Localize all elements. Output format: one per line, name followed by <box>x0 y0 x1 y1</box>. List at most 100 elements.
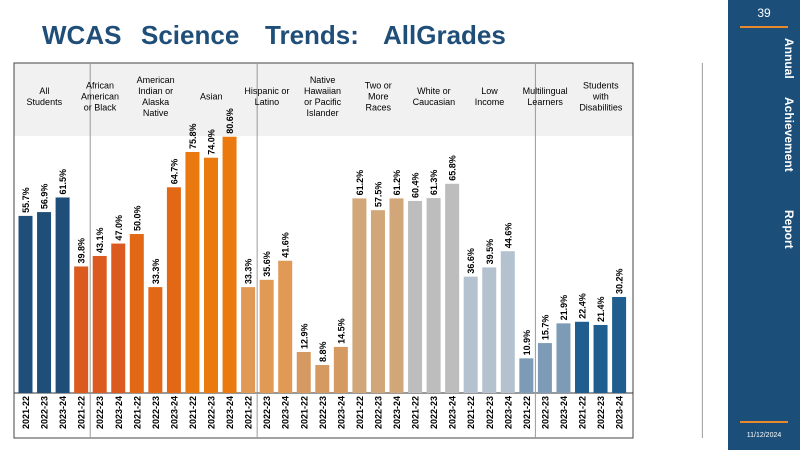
value-label-g8-s1-2022-23: 61.3% <box>429 170 439 196</box>
value-label-g11-s1-2021-22: 22.4% <box>578 293 588 319</box>
bar-g7-s1-2022-23 <box>370 210 385 393</box>
slide-title: WCAS Science Trends: AllGrades <box>0 0 720 60</box>
year-label-g9-s1-2022-23: 2022-23 <box>485 396 495 429</box>
year-label-g5-s1-2023-24: 2023-24 <box>281 396 291 429</box>
value-label-g1-s1-2021-22: 55.7% <box>21 187 31 213</box>
chart-frame <box>13 62 634 439</box>
year-label-g9-s1-2023-24: 2023-24 <box>503 396 513 429</box>
year-label-g9-s1-2021-22: 2021-22 <box>466 396 476 429</box>
year-label-g7-s1-2022-23: 2022-23 <box>373 396 383 429</box>
value-label-g7-s1-2021-22: 61.2% <box>355 170 365 196</box>
group-label-2-line-3: or Black <box>84 103 117 113</box>
bar-g11-s1-2023-24 <box>612 296 627 393</box>
group-label-3-line-4: Native <box>143 108 169 118</box>
group-label-2-line-1: African <box>86 81 114 91</box>
value-label-g7-s1-2022-23: 57.5% <box>373 182 383 208</box>
bar-g8-s1-2023-24 <box>445 183 460 393</box>
bar-g10-s1-2021-22 <box>519 358 534 393</box>
bar-g7-s1-2021-22 <box>352 198 367 393</box>
group-label-10-line-1: Multilingual <box>523 86 568 96</box>
value-label-g9-s1-2023-24: 44.6% <box>503 223 513 249</box>
title-word-wcas: WCAS <box>42 20 122 50</box>
bar-g1-s1-2022-23 <box>37 212 52 393</box>
value-label-g10-s1-2023-24: 21.9% <box>559 295 569 321</box>
value-label-g4-s1-2023-24: 80.6% <box>225 108 235 134</box>
bar-g5-s1-2023-24 <box>278 260 293 393</box>
bar-g10-s1-2022-23 <box>537 343 552 393</box>
bar-g4-s1-2022-23 <box>204 157 218 393</box>
value-label-g2-s1-2023-24: 47.0% <box>114 215 124 241</box>
value-label-g6-s1-2023-24: 14.5% <box>336 318 346 344</box>
year-label-g1-s1-2023-24: 2023-24 <box>58 396 68 429</box>
bar-g2-s1-2023-24 <box>111 243 126 393</box>
top-accent-rule <box>740 26 788 28</box>
year-label-g1-s1-2021-22: 2021-22 <box>21 396 31 429</box>
group-label-9-line-1: Low <box>481 86 498 96</box>
value-label-g2-s1-2021-22: 39.8% <box>77 238 87 264</box>
year-label-g3-s1-2022-23: 2022-23 <box>151 396 161 429</box>
value-label-g10-s1-2022-23: 15.7% <box>540 315 550 341</box>
year-label-g7-s1-2023-24: 2023-24 <box>392 396 402 429</box>
side-word-achievement: Achievement <box>782 97 796 172</box>
year-label-g10-s1-2021-22: 2021-22 <box>522 396 532 429</box>
year-label-g5-s1-2021-22: 2021-22 <box>244 396 254 429</box>
year-label-g6-s1-2023-24: 2023-24 <box>336 396 346 429</box>
side-word-report: Report <box>782 210 796 249</box>
year-label-g11-s1-2022-23: 2022-23 <box>596 396 606 429</box>
year-label-g8-s1-2023-24: 2023-24 <box>448 396 458 429</box>
value-label-g11-s1-2022-23: 21.4% <box>596 296 606 322</box>
group-label-8-line-1: White or <box>417 86 451 96</box>
title-word-allgrades: AllGrades <box>383 20 506 50</box>
group-label-3-line-2: Indian or <box>138 86 173 96</box>
year-label-g2-s1-2021-22: 2021-22 <box>77 396 87 429</box>
value-label-g4-s1-2022-23: 74.0% <box>207 129 217 155</box>
group-label-5-line-1: Hispanic or <box>244 86 289 96</box>
value-label-g1-s1-2023-24: 61.5% <box>58 169 68 195</box>
bar-g3-s1-2022-23 <box>148 287 163 393</box>
group-label-11-line-1: Students <box>583 81 619 91</box>
value-label-g6-s1-2021-22: 12.9% <box>299 323 309 349</box>
bar-g8-s1-2022-23 <box>426 198 441 393</box>
year-label-g10-s1-2023-24: 2023-24 <box>559 396 569 429</box>
bar-g9-s1-2022-23 <box>482 267 497 393</box>
bar-g5-s1-2022-23 <box>259 279 274 393</box>
value-label-g3-s1-2023-24: 64.7% <box>169 159 179 185</box>
year-label-g8-s1-2022-23: 2022-23 <box>429 396 439 429</box>
value-label-g5-s1-2023-24: 41.6% <box>281 232 291 258</box>
group-label-2-line-2: American <box>81 92 119 102</box>
bar-g6-s1-2023-24 <box>333 346 348 393</box>
title-word-trends: Trends: <box>265 20 359 50</box>
group-label-11-line-2: with <box>592 92 609 102</box>
year-label-g4-s1-2023-24: 2023-24 <box>225 396 235 429</box>
bar-g2-s1-2021-22 <box>74 266 89 393</box>
header-band <box>14 63 633 136</box>
bar-g1-s1-2021-22 <box>18 215 33 393</box>
value-label-g4-s1-2021-22: 75.8% <box>188 123 198 149</box>
group-label-9-line-2: Income <box>475 97 505 107</box>
group-label-7-line-3: Races <box>365 103 391 113</box>
group-label-4-line-1: Asian <box>200 92 223 102</box>
group-label-6-line-4: Islander <box>307 108 339 118</box>
year-label-g2-s1-2023-24: 2023-24 <box>114 396 124 429</box>
group-label-6-line-3: or Pacific <box>304 97 342 107</box>
year-label-g1-s1-2022-23: 2022-23 <box>40 396 50 429</box>
year-label-g11-s1-2021-22: 2021-22 <box>578 396 588 429</box>
group-label-6-line-1: Native <box>310 75 336 85</box>
value-label-g2-s1-2022-23: 43.1% <box>95 227 105 253</box>
bar-g9-s1-2023-24 <box>500 251 515 393</box>
group-label-7-line-2: More <box>368 92 389 102</box>
year-label-g3-s1-2023-24: 2023-24 <box>169 396 179 429</box>
year-label-g7-s1-2021-22: 2021-22 <box>355 396 365 429</box>
value-label-g6-s1-2022-23: 8.8% <box>318 342 328 363</box>
bottom-accent-rule <box>740 421 788 423</box>
group-label-8-line-2: Caucasian <box>413 97 456 107</box>
value-label-g9-s1-2021-22: 36.6% <box>466 248 476 274</box>
bar-g9-s1-2021-22 <box>463 276 478 393</box>
year-label-g3-s1-2021-22: 2021-22 <box>132 396 142 429</box>
value-label-g5-s1-2021-22: 33.3% <box>244 259 254 285</box>
bar-g10-s1-2023-24 <box>556 323 571 393</box>
value-label-g3-s1-2022-23: 33.3% <box>151 259 161 285</box>
bar-g7-s1-2023-24 <box>389 198 404 393</box>
group-label-3-line-1: American <box>137 75 175 85</box>
bar-g3-s1-2023-24 <box>166 187 181 393</box>
